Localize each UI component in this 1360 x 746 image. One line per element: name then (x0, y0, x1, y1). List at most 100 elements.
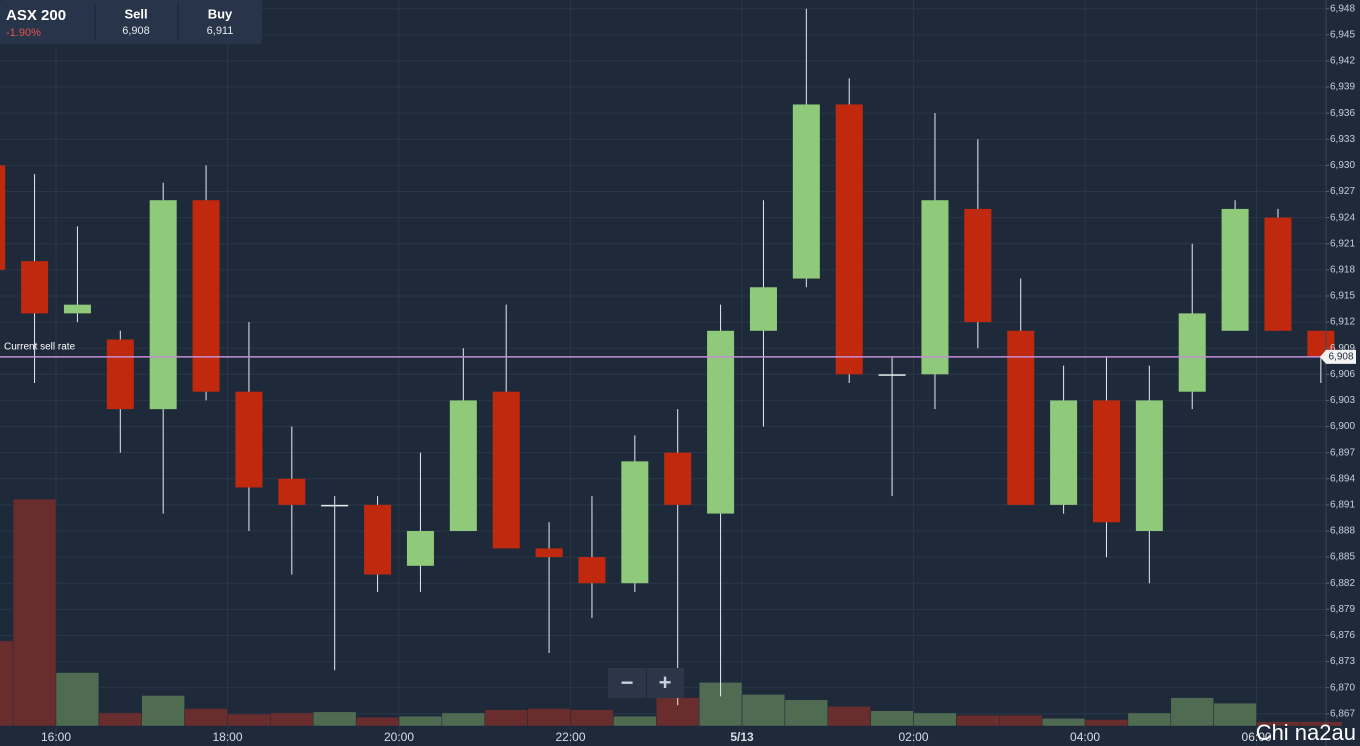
y-tick-label: 6,939 (1330, 82, 1355, 93)
volume-bar (1299, 721, 1343, 727)
candle-body (621, 461, 649, 584)
volume-bar (441, 712, 486, 727)
candle-body (406, 530, 434, 566)
volume-bar (184, 708, 228, 727)
watermark: Chi na2au (1256, 720, 1356, 745)
sell-value[interactable]: 6,908 (122, 25, 150, 37)
x-tick-label: 22:00 (555, 730, 585, 744)
volume-bar (484, 709, 528, 727)
candle-body (1221, 208, 1249, 331)
y-tick-label: 6,876 (1330, 630, 1355, 641)
y-tick-label: 6,918 (1330, 264, 1355, 275)
volume-bar (527, 708, 571, 727)
candle-body (1092, 400, 1120, 523)
zoom-out[interactable]: − (621, 670, 634, 695)
y-tick-label: 6,933 (1330, 134, 1355, 145)
x-tick-label: 02:00 (899, 730, 929, 744)
candle-body (492, 391, 520, 549)
volume-bars (0, 498, 1343, 727)
current-rate-label: 6,908 (1328, 352, 1353, 363)
volume-bar (141, 695, 185, 727)
volume-bar (313, 711, 357, 727)
volume-bar (1213, 702, 1257, 727)
y-tick-label: 6,942 (1330, 56, 1355, 67)
zoom-in[interactable]: + (659, 670, 672, 695)
volume-bar (398, 715, 443, 727)
volume-bar (270, 712, 314, 727)
volume-bar (1084, 719, 1129, 727)
y-tick-label: 6,867 (1330, 708, 1355, 719)
buy-value[interactable]: 6,911 (207, 25, 234, 37)
candle-body (921, 200, 949, 375)
candle-body (964, 208, 992, 323)
y-tick-label: 6,945 (1330, 29, 1355, 40)
candle-body (235, 391, 263, 488)
x-tick-label: 20:00 (384, 730, 414, 744)
candle-body (63, 304, 91, 314)
y-tick-label: 6,879 (1330, 604, 1355, 615)
y-tick-label: 6,936 (1330, 108, 1355, 119)
candle-body (535, 548, 563, 558)
candle-body (106, 339, 134, 410)
volume-bar (613, 715, 657, 727)
x-tick-label: 18:00 (212, 730, 242, 744)
instrument: ASX 200 (6, 7, 66, 24)
y-tick-label: 6,885 (1330, 552, 1355, 563)
candle-body (278, 478, 306, 505)
candle-body (792, 104, 820, 279)
volume-bar (12, 498, 57, 727)
quote-panel: ASX 200 -1.90% Sell 6,908 Buy 6,911 (0, 0, 262, 44)
y-tick-label: 6,912 (1330, 317, 1355, 328)
y-tick-label: 6,927 (1330, 186, 1355, 197)
candle-body (1264, 217, 1292, 331)
candle-body (1007, 330, 1035, 505)
y-tick-label: 6,948 (1330, 3, 1355, 14)
zoom-in-button[interactable] (647, 668, 684, 698)
y-tick-label: 6,903 (1330, 395, 1355, 406)
x-tick-label: 16:00 (41, 730, 71, 744)
volume-bar (784, 699, 829, 727)
y-tick-label: 6,915 (1330, 291, 1355, 302)
y-tick-label: 6,873 (1330, 656, 1355, 667)
candle-body (1050, 400, 1078, 505)
y-tick-label: 6,882 (1330, 578, 1355, 589)
change: -1.90% (6, 27, 41, 39)
y-tick-label: 6,891 (1330, 500, 1355, 511)
volume-bar (1170, 697, 1214, 727)
candle-body (749, 287, 777, 331)
candle-body (878, 374, 906, 376)
candle-body (449, 400, 477, 531)
volume-bar (999, 714, 1043, 727)
volume-bar (0, 640, 14, 727)
volume-bar (741, 694, 786, 727)
volume-bar (870, 710, 914, 727)
volume-bar (227, 713, 271, 727)
y-tick-label: 6,897 (1330, 447, 1355, 458)
zoom-out-button[interactable] (608, 668, 646, 698)
x-tick-label: 04:00 (1070, 730, 1100, 744)
y-tick-label: 6,930 (1330, 160, 1355, 171)
candle-body (192, 200, 220, 392)
candle-body (578, 557, 606, 584)
y-tick-label: 6,909 (1330, 343, 1355, 354)
candle-body (321, 504, 349, 507)
candle-body (1135, 400, 1163, 531)
y-tick-label: 6,900 (1330, 421, 1355, 432)
sell-label[interactable]: Sell (124, 6, 147, 21)
y-tick-label: 6,906 (1330, 369, 1355, 380)
y-tick-label: 6,921 (1330, 238, 1355, 249)
volume-bar (1041, 718, 1086, 727)
zoom-controls: − + (608, 668, 684, 698)
volume-bar (913, 712, 957, 727)
volume-bar (355, 717, 400, 727)
volume-bar (570, 709, 614, 727)
candle-body (664, 452, 692, 505)
y-tick-label: 6,888 (1330, 526, 1355, 537)
buy-label[interactable]: Buy (208, 6, 233, 21)
current-rate-tag (1320, 349, 1356, 364)
candle-body (0, 165, 6, 270)
volume-bar (55, 672, 100, 727)
y-tick-label: 6,870 (1330, 682, 1355, 693)
